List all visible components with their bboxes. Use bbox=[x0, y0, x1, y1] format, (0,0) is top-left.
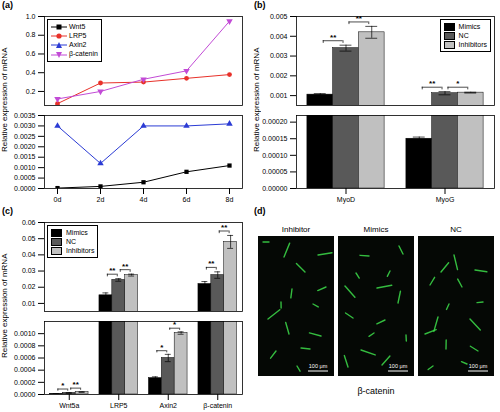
svg-text:2d: 2d bbox=[97, 196, 105, 203]
html-text:NC: NC bbox=[66, 238, 77, 246]
svg-text:0d: 0d bbox=[54, 196, 62, 203]
html-text:Axin2: Axin2 bbox=[69, 41, 87, 49]
svg-text:0.0035: 0.0035 bbox=[14, 112, 36, 119]
svg-text:0.0030: 0.0030 bbox=[14, 122, 36, 129]
svg-text:100 μm: 100 μm bbox=[469, 363, 488, 369]
html-text:(b): (b) bbox=[254, 0, 266, 10]
html-text:(d): (d) bbox=[254, 206, 266, 216]
svg-text:LRP5: LRP5 bbox=[110, 402, 128, 409]
svg-text:0.00000: 0.00000 bbox=[262, 185, 287, 192]
html-text:Relative expression of mRNA: Relative expression of mRNA bbox=[0, 253, 9, 359]
svg-text:0.0005: 0.0005 bbox=[14, 174, 36, 181]
svg-text:**: ** bbox=[73, 380, 80, 389]
svg-text:0.0004: 0.0004 bbox=[14, 366, 36, 373]
svg-text:0.001: 0.001 bbox=[270, 92, 288, 99]
svg-text:0.2: 0.2 bbox=[26, 88, 36, 95]
svg-text:**: ** bbox=[122, 262, 129, 271]
svg-text:0.03: 0.03 bbox=[22, 267, 36, 274]
svg-text:0.002: 0.002 bbox=[270, 72, 288, 79]
svg-text:0.04: 0.04 bbox=[22, 251, 36, 258]
html-text:Inhibitors: Inhibitors bbox=[66, 247, 95, 255]
svg-text:0.0006: 0.0006 bbox=[14, 354, 36, 361]
svg-text:0.00020: 0.00020 bbox=[262, 118, 287, 125]
html-text:Mimics: Mimics bbox=[66, 229, 88, 236]
svg-text:*: * bbox=[160, 343, 164, 352]
svg-text:4d: 4d bbox=[140, 196, 148, 203]
svg-text:*: * bbox=[61, 381, 65, 390]
svg-text:0.0025: 0.0025 bbox=[14, 133, 36, 140]
html-text:(a): (a) bbox=[2, 0, 13, 10]
svg-text:Inhibitor: Inhibitor bbox=[282, 225, 311, 234]
svg-text:**: ** bbox=[330, 33, 337, 42]
svg-text:Axin2: Axin2 bbox=[159, 402, 177, 409]
svg-text:NC: NC bbox=[450, 225, 462, 234]
html-text:Inhibitors: Inhibitors bbox=[458, 41, 487, 49]
html-text:Wnt5: Wnt5 bbox=[69, 23, 86, 30]
html-text:Relative expression of mRNA: Relative expression of mRNA bbox=[0, 47, 9, 153]
svg-text:100 μm: 100 μm bbox=[389, 363, 408, 369]
svg-text:β-catenin: β-catenin bbox=[357, 386, 394, 396]
svg-text:**: ** bbox=[356, 14, 363, 23]
svg-text:**: ** bbox=[221, 223, 228, 232]
svg-text:0.00010: 0.00010 bbox=[262, 152, 287, 159]
svg-text:6d: 6d bbox=[183, 196, 191, 203]
svg-text:0.0015: 0.0015 bbox=[14, 153, 36, 160]
svg-text:0.6: 0.6 bbox=[26, 50, 36, 57]
svg-text:8d: 8d bbox=[226, 196, 234, 203]
svg-text:β-catenin: β-catenin bbox=[203, 402, 232, 410]
svg-text:**: ** bbox=[208, 259, 215, 268]
svg-text:0.005: 0.005 bbox=[270, 13, 288, 20]
html-text:NC: NC bbox=[458, 32, 469, 40]
svg-text:0.02: 0.02 bbox=[22, 283, 36, 290]
svg-text:*: * bbox=[456, 79, 460, 88]
html-text:(c): (c) bbox=[2, 206, 13, 216]
svg-text:0.05: 0.05 bbox=[22, 235, 36, 242]
svg-text:Wnt5a: Wnt5a bbox=[59, 402, 79, 409]
svg-text:0.0010: 0.0010 bbox=[14, 330, 36, 337]
svg-text:0.8: 0.8 bbox=[26, 31, 36, 38]
svg-text:0.0002: 0.0002 bbox=[14, 379, 36, 386]
svg-text:0.003: 0.003 bbox=[270, 52, 288, 59]
svg-text:0.01: 0.01 bbox=[22, 300, 36, 307]
svg-text:0.4: 0.4 bbox=[26, 69, 36, 76]
html-text:β-catenin: β-catenin bbox=[69, 50, 98, 58]
svg-text:MyoG: MyoG bbox=[436, 196, 455, 204]
html-text:LRP5: LRP5 bbox=[69, 32, 87, 40]
svg-text:0.00005: 0.00005 bbox=[262, 168, 287, 175]
html-text:Relative expression of mRNA: Relative expression of mRNA bbox=[252, 47, 261, 153]
svg-text:Mimics: Mimics bbox=[364, 225, 389, 234]
svg-text:100 μm: 100 μm bbox=[309, 363, 328, 369]
svg-text:MyoD: MyoD bbox=[337, 196, 355, 204]
svg-text:0.06: 0.06 bbox=[22, 219, 36, 226]
svg-text:0.0000: 0.0000 bbox=[14, 185, 36, 192]
svg-text:0.0020: 0.0020 bbox=[14, 143, 36, 150]
svg-text:**: ** bbox=[429, 79, 436, 88]
svg-text:**: ** bbox=[109, 266, 116, 275]
svg-text:1.0: 1.0 bbox=[26, 13, 36, 20]
svg-text:0.0010: 0.0010 bbox=[14, 164, 36, 171]
svg-text:0.004: 0.004 bbox=[270, 33, 288, 40]
svg-text:0.00015: 0.00015 bbox=[262, 135, 287, 142]
svg-text:0.0008: 0.0008 bbox=[14, 342, 36, 349]
svg-text:0.0000: 0.0000 bbox=[14, 391, 36, 398]
html-text:Mimics: Mimics bbox=[458, 23, 481, 30]
